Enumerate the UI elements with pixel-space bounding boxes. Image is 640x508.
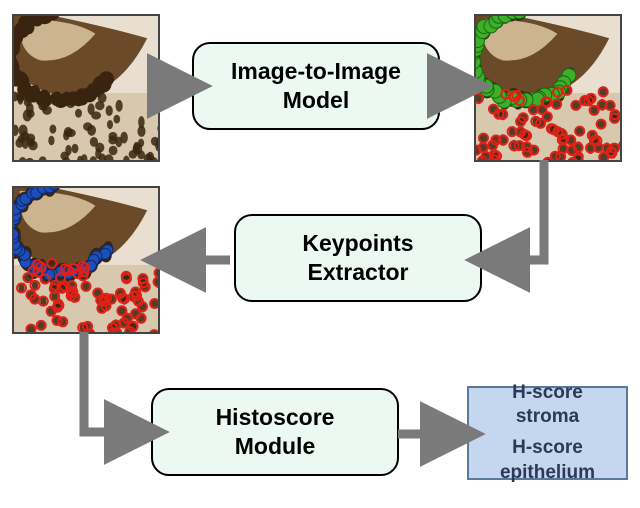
flow-arrows — [0, 0, 640, 508]
